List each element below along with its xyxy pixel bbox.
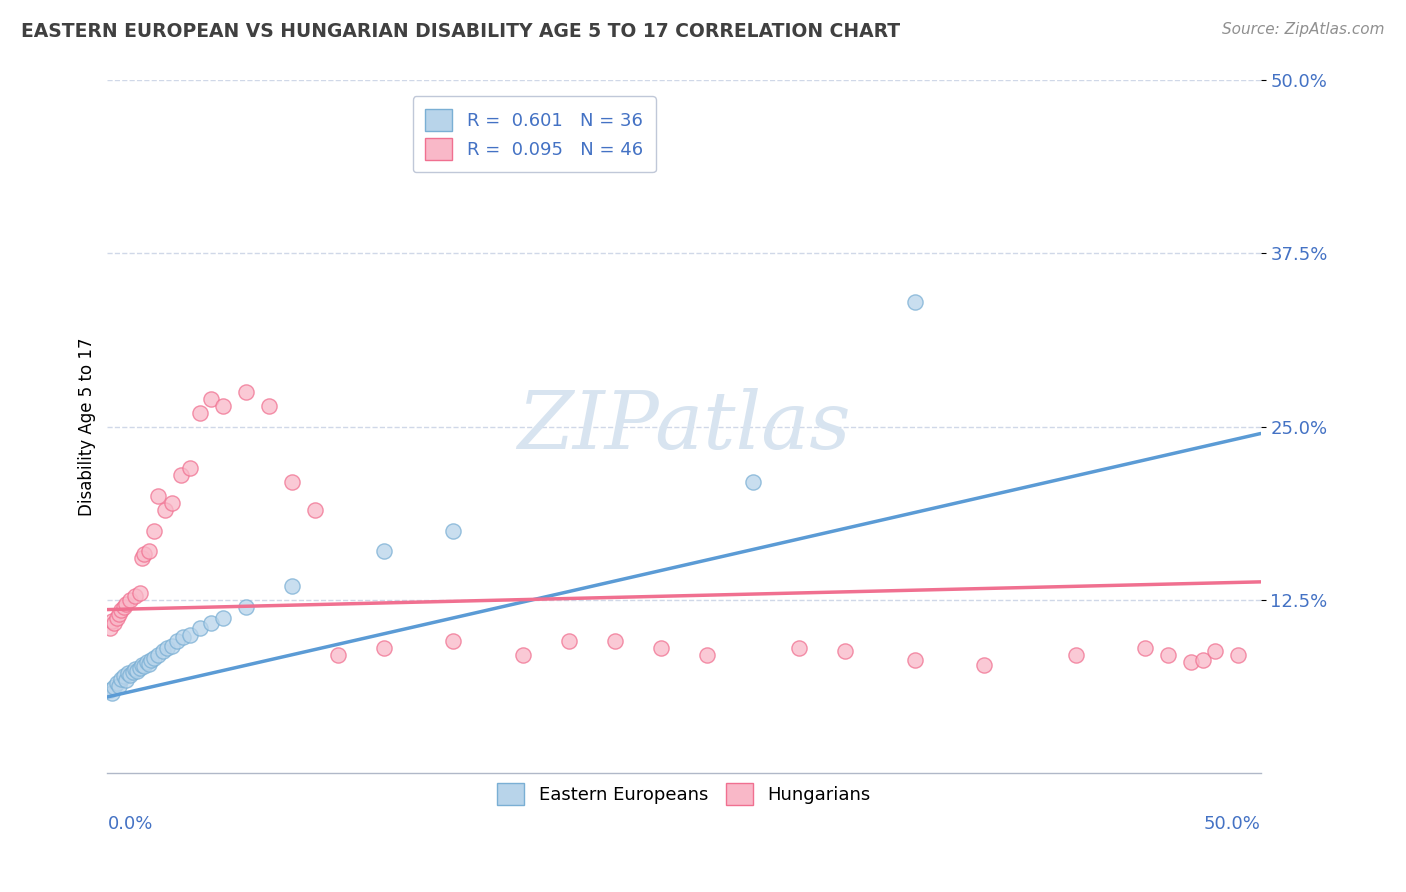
Point bbox=[188, 406, 211, 420]
Point bbox=[696, 648, 718, 663]
Point bbox=[101, 614, 124, 628]
Point bbox=[138, 544, 160, 558]
Point bbox=[160, 639, 183, 653]
Point bbox=[121, 665, 143, 679]
Point bbox=[281, 579, 304, 593]
Text: Source: ZipAtlas.com: Source: ZipAtlas.com bbox=[1222, 22, 1385, 37]
Text: 0.0%: 0.0% bbox=[107, 814, 153, 833]
Text: ZIPatlas: ZIPatlas bbox=[517, 388, 851, 466]
Text: 50.0%: 50.0% bbox=[1204, 814, 1261, 833]
Point bbox=[101, 686, 124, 700]
Point bbox=[904, 652, 927, 666]
Point bbox=[904, 294, 927, 309]
Point bbox=[127, 664, 149, 678]
Point bbox=[188, 621, 211, 635]
Point bbox=[373, 641, 395, 656]
Point bbox=[105, 611, 128, 625]
Point bbox=[110, 672, 132, 686]
Point bbox=[131, 551, 153, 566]
Point bbox=[173, 630, 195, 644]
Point bbox=[235, 599, 257, 614]
Point bbox=[160, 496, 183, 510]
Point bbox=[557, 634, 579, 648]
Point bbox=[211, 611, 233, 625]
Point bbox=[281, 475, 304, 489]
Point bbox=[108, 679, 131, 693]
Point bbox=[512, 648, 534, 663]
Point bbox=[114, 597, 136, 611]
Point bbox=[373, 544, 395, 558]
Point bbox=[112, 599, 135, 614]
Point bbox=[179, 461, 201, 475]
Point bbox=[142, 524, 165, 538]
Point bbox=[742, 475, 765, 489]
Point bbox=[153, 502, 176, 516]
Point bbox=[211, 399, 233, 413]
Point bbox=[103, 680, 125, 694]
Point bbox=[1064, 648, 1087, 663]
Legend: Eastern Europeans, Hungarians: Eastern Europeans, Hungarians bbox=[489, 776, 879, 813]
Point bbox=[124, 662, 146, 676]
Point bbox=[166, 634, 188, 648]
Point bbox=[135, 655, 157, 669]
Point bbox=[142, 651, 165, 665]
Point bbox=[156, 641, 179, 656]
Point bbox=[326, 648, 349, 663]
Point bbox=[650, 641, 672, 656]
Point bbox=[257, 399, 280, 413]
Point bbox=[441, 524, 464, 538]
Point bbox=[134, 659, 156, 673]
Point bbox=[98, 621, 121, 635]
Point bbox=[103, 616, 125, 631]
Point bbox=[834, 644, 856, 658]
Point bbox=[152, 644, 174, 658]
Point bbox=[200, 392, 222, 406]
Point bbox=[128, 586, 150, 600]
Point bbox=[235, 384, 257, 399]
Point bbox=[114, 673, 136, 688]
Point bbox=[1204, 644, 1226, 658]
Point bbox=[120, 593, 142, 607]
Point bbox=[141, 652, 163, 666]
Point bbox=[1192, 652, 1215, 666]
Point bbox=[304, 502, 326, 516]
Point bbox=[1135, 641, 1157, 656]
Point bbox=[146, 489, 169, 503]
Point bbox=[117, 666, 139, 681]
Point bbox=[124, 589, 146, 603]
Point bbox=[108, 607, 131, 621]
Point bbox=[146, 648, 169, 663]
Point bbox=[112, 669, 135, 683]
Point bbox=[1180, 655, 1202, 669]
Y-axis label: Disability Age 5 to 17: Disability Age 5 to 17 bbox=[79, 337, 96, 516]
Point bbox=[138, 657, 160, 671]
Point bbox=[179, 627, 201, 641]
Point bbox=[789, 641, 811, 656]
Point bbox=[1226, 648, 1249, 663]
Point bbox=[134, 547, 156, 561]
Point bbox=[200, 616, 222, 631]
Point bbox=[973, 658, 995, 673]
Point bbox=[110, 602, 132, 616]
Point bbox=[441, 634, 464, 648]
Point bbox=[120, 667, 142, 681]
Point bbox=[128, 661, 150, 675]
Point bbox=[131, 658, 153, 673]
Point bbox=[170, 468, 193, 483]
Point bbox=[98, 683, 121, 698]
Point bbox=[1157, 648, 1180, 663]
Text: EASTERN EUROPEAN VS HUNGARIAN DISABILITY AGE 5 TO 17 CORRELATION CHART: EASTERN EUROPEAN VS HUNGARIAN DISABILITY… bbox=[21, 22, 900, 41]
Point bbox=[105, 676, 128, 690]
Point bbox=[603, 634, 626, 648]
